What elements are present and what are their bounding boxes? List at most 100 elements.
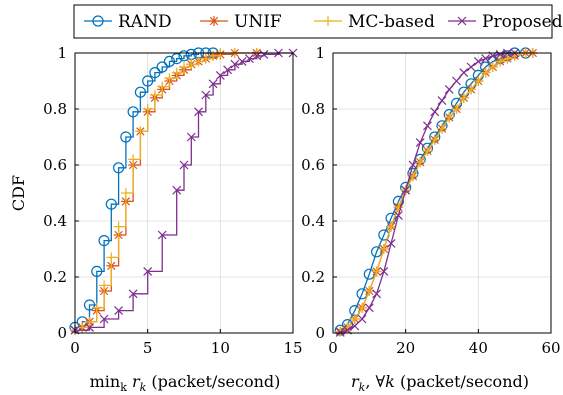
point-left-3-11 bbox=[201, 90, 211, 100]
point-right-2-20 bbox=[480, 67, 491, 78]
point-left-0-5 bbox=[105, 198, 117, 210]
x-axis-label-left-min: min bbox=[90, 372, 121, 391]
point-left-3-8 bbox=[179, 160, 189, 170]
x-axis-label-left-r: r bbox=[127, 372, 141, 391]
series-left-proposed bbox=[70, 48, 298, 335]
point-left-2-5 bbox=[106, 252, 117, 263]
point-right-3-11 bbox=[415, 138, 425, 148]
point-right-2-15 bbox=[444, 112, 455, 123]
point-left-2-13 bbox=[164, 73, 175, 84]
legend: RAND UNIF MC-based Proposed bbox=[73, 4, 563, 39]
y-tick-label-left-0: 0 bbox=[57, 324, 67, 342]
point-right-3-3 bbox=[357, 314, 367, 324]
point-right-2-19 bbox=[473, 76, 484, 86]
point-left-3-5 bbox=[143, 266, 153, 276]
point-right-3-14 bbox=[437, 96, 447, 106]
point-right-2-14 bbox=[437, 123, 447, 134]
point-left-2-14 bbox=[171, 67, 182, 78]
point-left-3-9 bbox=[186, 132, 196, 142]
legend-item-rand: RAND bbox=[84, 12, 172, 32]
series-line-left-0 bbox=[75, 52, 214, 329]
point-right-3-15 bbox=[444, 84, 454, 94]
point-right-3-5 bbox=[372, 289, 382, 299]
point-left-2-18 bbox=[200, 53, 211, 64]
x-tick-label-right-2: 40 bbox=[469, 339, 488, 357]
x-axis-label-left-sub-k2: k bbox=[140, 381, 147, 394]
point-left-0-7 bbox=[120, 131, 132, 143]
point-left-0-15 bbox=[178, 50, 190, 62]
point-left-0-8 bbox=[127, 106, 139, 118]
legend-item-unif: UNIF bbox=[200, 12, 282, 32]
point-right-2-3 bbox=[357, 302, 368, 313]
point-left-0-4 bbox=[98, 235, 110, 247]
point-left-3-17 bbox=[244, 54, 254, 64]
point-left-0-13 bbox=[163, 55, 176, 68]
y-tick-label-left-3: 0.6 bbox=[43, 156, 67, 174]
plot-panel-right: 0 20 40 60 0 0.2 0.4 0.6 0.8 1 bbox=[301, 44, 560, 357]
point-right-3-22 bbox=[495, 49, 505, 59]
point-right-2-22 bbox=[495, 56, 506, 67]
y-tick-label-right-3: 0.6 bbox=[301, 156, 325, 174]
x-tick-label-left-3: 15 bbox=[283, 339, 302, 357]
legend-item-proposed: Proposed bbox=[448, 12, 563, 32]
point-left-0-2 bbox=[83, 299, 96, 311]
point-left-3-10 bbox=[194, 107, 203, 117]
series-line-left-3 bbox=[75, 52, 293, 331]
axes-frame-right bbox=[332, 52, 552, 334]
x-axis-label-right-rest: , ∀ bbox=[365, 372, 385, 391]
legend-label-3: Proposed bbox=[482, 12, 563, 32]
point-left-3-3 bbox=[114, 306, 124, 316]
y-tick-label-left-5: 1 bbox=[57, 44, 67, 62]
point-left-2-10 bbox=[142, 104, 153, 114]
point-right-3-7 bbox=[386, 238, 396, 248]
point-left-0-14 bbox=[171, 52, 183, 65]
point-left-0-11 bbox=[149, 66, 161, 79]
point-left-0-6 bbox=[112, 162, 125, 174]
x-tick-label-left-0: 0 bbox=[70, 339, 80, 357]
point-right-3-19 bbox=[473, 56, 483, 66]
point-left-2-16 bbox=[186, 59, 197, 70]
y-tick-label-right-4: 0.8 bbox=[301, 100, 325, 118]
point-right-2-8 bbox=[393, 202, 404, 212]
point-left-3-7 bbox=[172, 185, 182, 195]
series-right-proposed bbox=[335, 48, 520, 337]
legend-item-mc-based: MC-based bbox=[314, 12, 435, 32]
legend-marker-2 bbox=[323, 16, 333, 26]
point-left-2-11 bbox=[149, 90, 160, 100]
y-tick-label-right-0: 0 bbox=[315, 324, 325, 342]
x-tick-label-left-1: 5 bbox=[143, 339, 153, 357]
legend-label-0: RAND bbox=[118, 12, 172, 32]
point-left-0-9 bbox=[134, 86, 146, 98]
legend-marker-1 bbox=[209, 16, 219, 26]
x-tick-label-right-0: 0 bbox=[328, 339, 338, 357]
point-right-2-17 bbox=[458, 92, 469, 103]
point-left-3-13 bbox=[215, 70, 225, 80]
x-axis-label-right-r: r bbox=[351, 372, 360, 391]
y-tick-label-left-4: 0.8 bbox=[43, 100, 67, 118]
point-left-0-10 bbox=[142, 75, 154, 87]
point-right-3-20 bbox=[481, 54, 491, 64]
point-right-3-2 bbox=[350, 321, 360, 331]
point-left-0-3 bbox=[91, 265, 103, 277]
point-right-2-18 bbox=[466, 84, 477, 95]
point-left-3-2 bbox=[99, 314, 109, 324]
legend-label-1: UNIF bbox=[234, 12, 282, 32]
point-right-3-8 bbox=[393, 210, 403, 220]
point-right-2-11 bbox=[415, 157, 426, 168]
point-left-3-14 bbox=[223, 65, 233, 75]
point-left-2-8 bbox=[128, 154, 139, 165]
point-left-3-19 bbox=[259, 49, 269, 59]
y-tick-label-right-1: 0.2 bbox=[301, 268, 325, 286]
legend-label-2: MC-based bbox=[348, 12, 435, 32]
point-left-2-2 bbox=[84, 316, 95, 327]
point-right-2-13 bbox=[429, 134, 440, 145]
point-right-2-6 bbox=[378, 244, 389, 254]
point-right-3-18 bbox=[466, 62, 476, 72]
point-right-2-2 bbox=[349, 314, 360, 324]
point-right-2-7 bbox=[386, 221, 397, 232]
point-right-2-4 bbox=[364, 286, 375, 296]
x-axis-label-right-units: (packet/second) bbox=[395, 372, 529, 391]
point-left-2-6 bbox=[113, 221, 124, 232]
y-tick-label-right-5: 1 bbox=[315, 44, 325, 62]
